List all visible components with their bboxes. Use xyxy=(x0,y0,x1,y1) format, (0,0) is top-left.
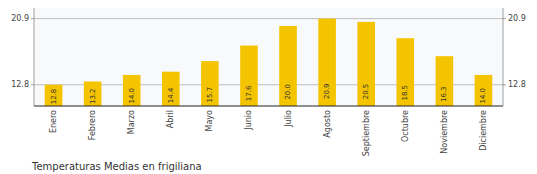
bar xyxy=(396,38,414,106)
bar xyxy=(123,75,141,106)
bars xyxy=(45,19,493,106)
plot-area xyxy=(34,8,503,106)
y2-tick xyxy=(503,18,506,19)
x-tick-label: Mayo xyxy=(205,110,214,132)
y-tick-label: 20.9 xyxy=(11,14,29,23)
bar xyxy=(162,72,180,106)
data-label: 20.0 xyxy=(284,84,292,100)
y-axis-line xyxy=(34,8,35,106)
y2-tick xyxy=(503,84,506,85)
x-tick-label: Septiembre xyxy=(362,110,371,156)
y-tick xyxy=(31,18,34,19)
bar xyxy=(240,46,258,106)
data-label: 14.0 xyxy=(128,88,136,104)
bar xyxy=(357,22,375,106)
data-label: 13.2 xyxy=(89,88,97,104)
x-tick-label: Junio xyxy=(244,110,253,131)
title: Temperaturas Medias en frigiliana xyxy=(31,161,202,172)
bar xyxy=(201,61,219,106)
data-label: 12.8 xyxy=(50,89,58,105)
data-label: 17.6 xyxy=(245,85,253,101)
bar xyxy=(45,85,63,106)
data-label: 16.3 xyxy=(440,86,448,102)
grid-line xyxy=(34,18,503,19)
y-tick xyxy=(31,84,34,85)
bar xyxy=(279,26,297,106)
x-tick-label: Diciembre xyxy=(479,110,488,151)
bar xyxy=(475,75,493,106)
x-tick-label: Marzo xyxy=(127,110,136,134)
x-tick-label: Abril xyxy=(166,110,175,128)
x-tick-label: Noviembre xyxy=(440,110,449,154)
data-label: 20.9 xyxy=(323,83,331,99)
data-labels: 12.8 13.2 14.0 14.4 15.7 17.6 20.0 20.9 20.5 18.5… xyxy=(50,83,488,104)
grid-line xyxy=(34,84,503,85)
x-tick-label: Octubre xyxy=(401,110,410,142)
x-tick-label: Agosto xyxy=(323,110,332,138)
x-tick-label: Enero xyxy=(49,110,58,133)
x-axis-line xyxy=(34,106,503,107)
data-label: 15.7 xyxy=(206,87,214,103)
y-tick-label: 12.8 xyxy=(11,80,29,89)
x-tick-label: Julio xyxy=(284,110,293,128)
chart: 12.8 13.2 14.0 14.4 15.7 17.6 20.0 20.9 20.5 18.5… xyxy=(0,0,537,174)
bar xyxy=(436,56,454,106)
bar xyxy=(318,19,336,106)
x-tick-label: Febrero xyxy=(88,110,97,140)
data-label: 20.5 xyxy=(362,84,370,100)
data-label: 14.0 xyxy=(479,88,487,104)
data-label: 18.5 xyxy=(401,85,409,101)
y2-axis-line xyxy=(503,8,504,106)
bar xyxy=(84,82,102,107)
y2-tick-label: 12.8 xyxy=(508,80,526,89)
data-label: 14.4 xyxy=(167,87,175,103)
y2-tick-label: 20.9 xyxy=(508,14,526,23)
